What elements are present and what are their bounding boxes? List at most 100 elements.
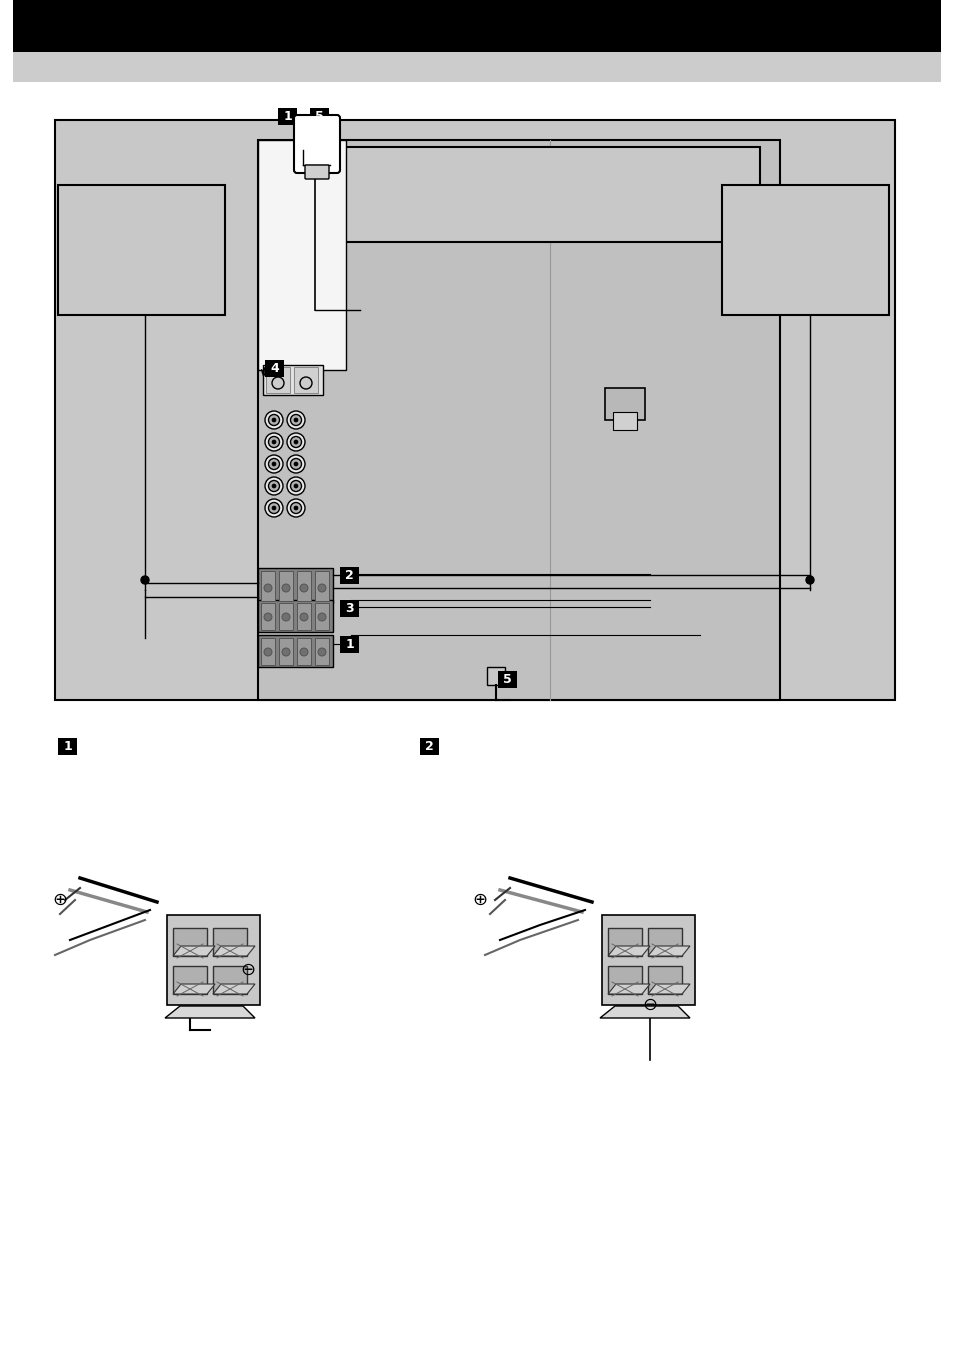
Text: ⊖: ⊖ — [240, 961, 255, 979]
Text: 1: 1 — [345, 638, 354, 652]
Polygon shape — [607, 946, 649, 956]
Bar — [604, 388, 644, 420]
Circle shape — [264, 584, 272, 592]
Bar — [296, 638, 311, 665]
Circle shape — [294, 418, 297, 422]
Circle shape — [272, 484, 275, 488]
Polygon shape — [172, 946, 214, 956]
Circle shape — [317, 648, 326, 656]
Circle shape — [282, 648, 290, 656]
Circle shape — [272, 462, 275, 466]
Text: ⊕: ⊕ — [472, 891, 487, 909]
Polygon shape — [165, 1006, 254, 1018]
Circle shape — [287, 433, 305, 452]
Circle shape — [264, 648, 272, 656]
Circle shape — [264, 612, 272, 621]
Bar — [265, 360, 284, 377]
Circle shape — [268, 415, 279, 426]
Bar — [278, 603, 293, 630]
Circle shape — [272, 439, 275, 443]
Circle shape — [299, 377, 312, 389]
Circle shape — [287, 411, 305, 429]
FancyBboxPatch shape — [305, 165, 329, 178]
Text: 1: 1 — [63, 740, 71, 753]
Circle shape — [268, 503, 279, 514]
Bar — [13, 51, 940, 82]
Bar — [339, 600, 358, 617]
Circle shape — [268, 437, 279, 448]
Circle shape — [268, 458, 279, 469]
Circle shape — [291, 503, 301, 514]
Bar — [277, 147, 760, 242]
Text: 4: 4 — [270, 362, 278, 375]
Text: 5: 5 — [502, 673, 512, 685]
Polygon shape — [213, 946, 254, 956]
Polygon shape — [647, 984, 689, 994]
FancyBboxPatch shape — [294, 115, 339, 173]
Circle shape — [272, 506, 275, 510]
Polygon shape — [213, 984, 254, 994]
Bar — [314, 571, 329, 602]
Circle shape — [291, 480, 301, 492]
Circle shape — [294, 506, 297, 510]
Polygon shape — [647, 946, 689, 956]
Bar — [58, 185, 225, 315]
Bar — [261, 571, 274, 602]
Circle shape — [272, 377, 284, 389]
Circle shape — [268, 480, 279, 492]
Circle shape — [317, 612, 326, 621]
Bar — [296, 603, 311, 630]
Circle shape — [265, 499, 283, 516]
Bar — [257, 141, 780, 700]
Bar — [607, 965, 641, 994]
Bar — [339, 566, 358, 584]
Bar — [257, 600, 333, 631]
Circle shape — [294, 462, 297, 466]
Circle shape — [265, 433, 283, 452]
Bar — [13, 0, 940, 51]
Circle shape — [299, 612, 308, 621]
Bar — [296, 571, 311, 602]
Circle shape — [299, 584, 308, 592]
Circle shape — [265, 477, 283, 495]
Circle shape — [294, 439, 297, 443]
Bar — [419, 738, 438, 754]
Bar — [257, 635, 333, 667]
Bar — [647, 927, 681, 956]
Circle shape — [282, 584, 290, 592]
Circle shape — [291, 437, 301, 448]
Bar — [721, 185, 888, 315]
Circle shape — [291, 415, 301, 426]
Polygon shape — [601, 915, 695, 1005]
Circle shape — [265, 456, 283, 473]
Bar — [310, 108, 329, 124]
Bar — [213, 965, 247, 994]
Bar — [58, 738, 77, 754]
Circle shape — [282, 612, 290, 621]
Circle shape — [287, 499, 305, 516]
Bar — [172, 965, 207, 994]
Bar — [314, 603, 329, 630]
Circle shape — [299, 648, 308, 656]
Circle shape — [287, 456, 305, 473]
Bar — [257, 568, 333, 603]
Text: 5: 5 — [314, 110, 323, 123]
Circle shape — [272, 418, 275, 422]
Bar — [263, 365, 323, 395]
Bar — [294, 366, 317, 393]
Bar — [607, 927, 641, 956]
Circle shape — [294, 484, 297, 488]
Bar — [278, 571, 293, 602]
Text: 1: 1 — [283, 110, 292, 123]
Bar — [339, 635, 358, 653]
Circle shape — [291, 458, 301, 469]
Bar — [647, 965, 681, 994]
Polygon shape — [172, 984, 214, 994]
Bar — [486, 667, 504, 685]
Circle shape — [287, 477, 305, 495]
Bar — [266, 366, 290, 393]
Circle shape — [317, 584, 326, 592]
Polygon shape — [167, 915, 260, 1005]
Bar — [613, 412, 637, 430]
Bar — [257, 141, 346, 370]
